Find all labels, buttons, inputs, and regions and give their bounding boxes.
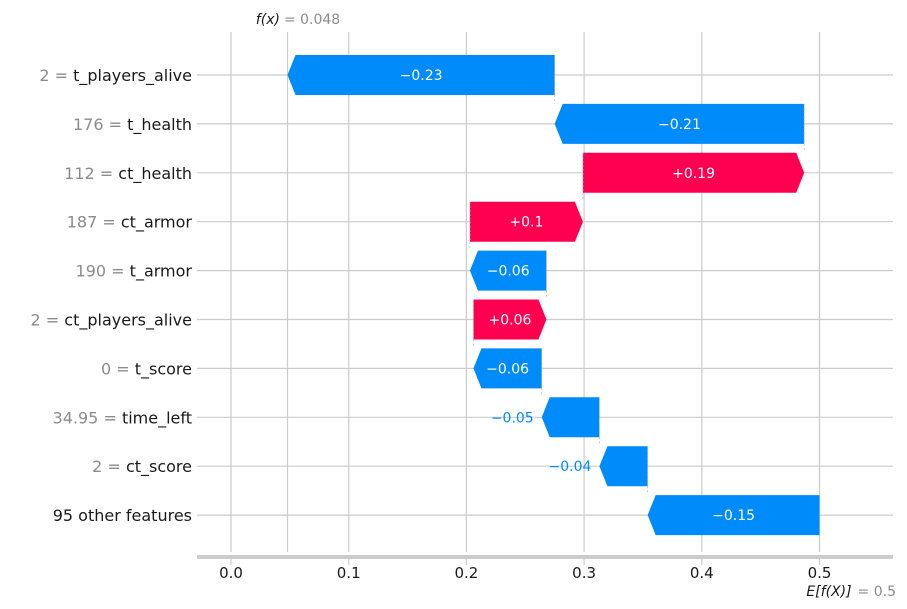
feature-name: ct_players_alive [64,311,192,331]
x-tick-label: 0.4 [690,564,714,582]
feature-value: 2 = [31,311,65,330]
feature-label: 2 = ct_score [92,457,192,477]
feature-label: 176 = t_health [73,115,192,135]
fx-label: f(x) [256,12,280,28]
fx-annotation: f(x) = 0.048 [256,12,340,28]
feature-value: 34.95 = [53,408,122,427]
feature-value: 0 = [101,359,135,378]
feature-value: 187 = [67,213,121,232]
negative-bar [541,397,600,438]
negative-bar [473,348,542,389]
bar-value-label: −0.06 [486,361,529,377]
negative-bar [469,250,547,291]
feature-label: 95 other features [53,506,192,525]
x-tick-label: 0.5 [808,564,832,582]
feature-name: t_armor [130,262,193,282]
feature-name: ct_armor [121,213,193,233]
x-axis: 0.0 0.1 0.2 0.3 0.4 0.5 [197,555,893,582]
feature-name: t_players_alive [73,66,192,86]
feature-name: ct_health [118,164,192,184]
feature-label: 0 = t_score [101,359,192,379]
feature-label: 2 = ct_players_alive [31,311,192,331]
feature-labels: 2 = t_players_alive 176 = t_health 112 = c… [31,66,193,525]
positive-bar [469,201,583,242]
x-tick-label: 0.1 [337,564,361,582]
bar-value-label: −0.23 [400,68,443,84]
fx-value: = 0.048 [284,12,340,28]
bar-value-label: +0.06 [488,313,531,329]
bar-value-label: −0.21 [658,117,701,133]
feature-name: time_left [122,408,192,428]
bar-value-label: +0.19 [672,166,715,182]
feature-value: 176 = [73,115,127,134]
feature-value: 2 = [39,66,73,85]
feature-name: t_score [135,359,192,379]
feature-label: 190 = t_armor [76,262,193,282]
bar-value-label: −0.05 [491,410,534,426]
feature-label: 187 = ct_armor [67,213,193,233]
feature-name: t_health [127,115,192,135]
x-tick-label: 0.2 [454,564,478,582]
bar-value-label: −0.15 [712,508,755,524]
negative-bar [287,55,555,95]
feature-name: 95 other features [53,506,192,525]
feature-value: 2 = [92,457,126,476]
feature-value: 112 = [64,164,118,183]
negative-bar [599,446,648,487]
efx-annotation: E[f(X)] = 0.5 [806,584,896,600]
feature-label: 2 = t_players_alive [39,66,192,86]
x-tick-label: 0.0 [219,564,243,582]
efx-label: E[f(X)] [806,584,851,600]
negative-bar [647,495,820,536]
feature-label: 34.95 = time_left [53,408,192,428]
bar-value-label: −0.04 [548,459,591,475]
feature-value: 190 = [76,262,130,281]
bar-value-label: +0.1 [509,215,543,231]
positive-bar [582,152,805,193]
efx-value: = 0.5 [858,584,896,600]
bars-layer: −0.23 −0.21 +0.19 +0.1 −0.06 +0.06 −0.06 −0.05 −… [287,55,820,536]
x-tick-label: 0.3 [572,564,596,582]
feature-label: 112 = ct_health [64,164,192,184]
bar-value-label: −0.06 [487,264,530,280]
positive-bar [473,299,547,340]
negative-bar [554,103,805,144]
feature-name: ct_score [126,457,192,477]
